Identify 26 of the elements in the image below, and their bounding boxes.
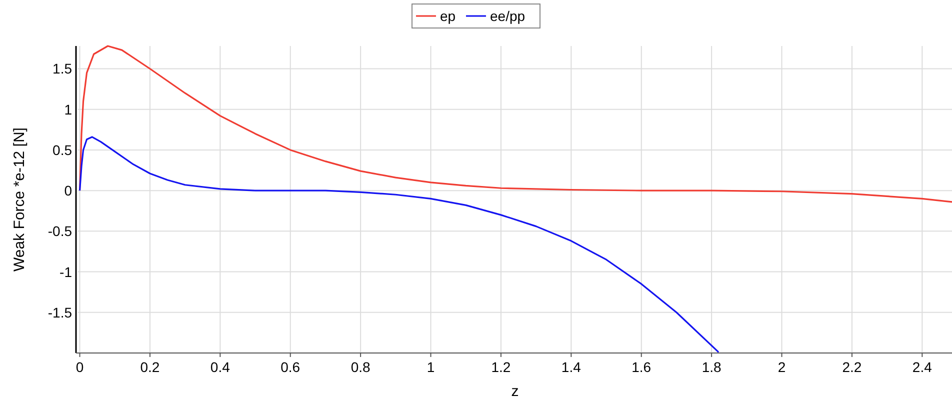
x-tick-label: 1.4 [561,359,582,375]
x-tick-label: 0.8 [350,359,370,375]
y-tick-label: 0.5 [52,142,72,158]
line-series [78,45,952,203]
x-tick-label: 0 [76,359,84,375]
x-tick-label: 2 [778,359,786,375]
x-tick-label: 0.4 [210,359,230,375]
x-tick-label: 1.2 [491,359,511,375]
x-tick-label: 1.6 [632,359,652,375]
x-tick-label: 2.4 [912,359,932,375]
y-tick-label: 1 [64,101,72,118]
legend-label: ep [440,8,456,24]
x-tick-label: 0.2 [140,359,160,375]
y-tick-label: -1.5 [48,304,72,320]
x-tick-label: 1.8 [702,359,722,375]
y-tick-label: 1.5 [52,60,72,77]
legend-label: ee/pp [490,8,526,24]
y-tick-label: -1 [60,264,72,280]
y-axis-title: Weak Force *e-12 [N] [11,128,28,272]
x-tick-label: 0.6 [280,359,300,375]
line-series [78,136,720,353]
x-tick-label: 2.2 [842,359,862,375]
x-tick-label: 1 [426,359,435,375]
y-tick-label: 0 [64,182,72,199]
x-axis-title: z [511,383,519,400]
y-tick-label: -0.5 [48,223,72,240]
